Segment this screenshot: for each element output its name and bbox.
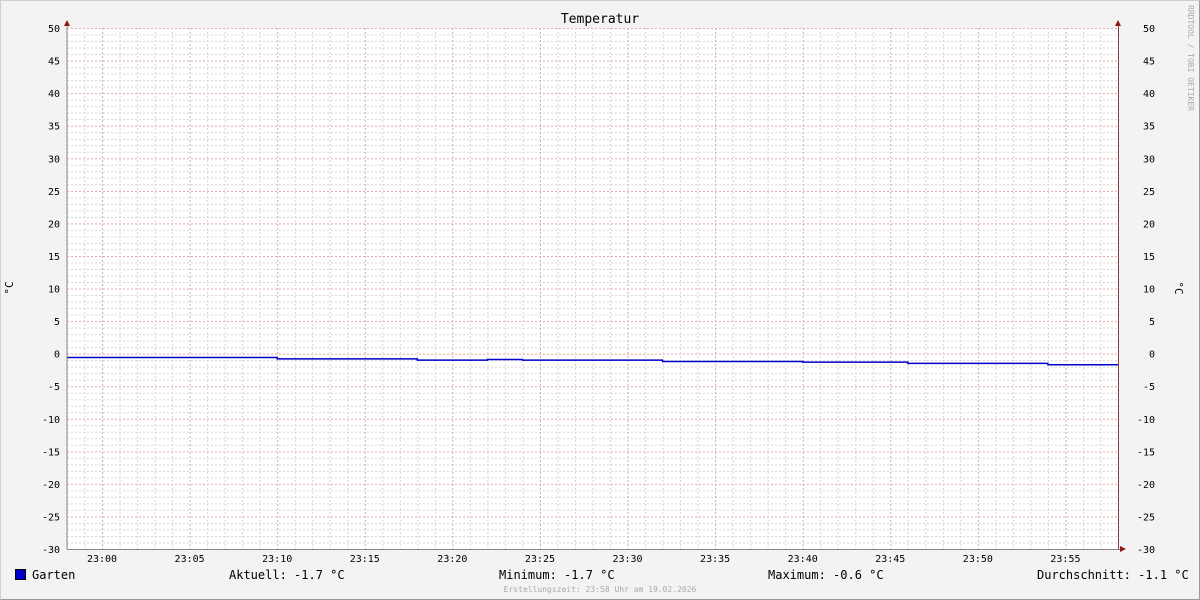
y-tick-label: 20 (1143, 219, 1155, 230)
y-tick-label: 15 (1143, 252, 1155, 263)
y-tick-label: 25 (1143, 187, 1155, 198)
y-tick-label: 15 (48, 252, 60, 263)
legend-current: Aktuell: -1.7 °C (229, 568, 345, 582)
y-tick-label: 45 (1143, 57, 1155, 68)
y-axis-right-arrow-icon (1115, 20, 1121, 26)
x-tick-label: 23:35 (700, 554, 730, 565)
y-tick-label: -10 (42, 415, 60, 426)
watermark: RRDTOOL / TOBI OETIKER (1186, 5, 1195, 111)
y-tick-label: -20 (42, 480, 60, 491)
x-tick-labels: 23:00 23:05 23:10 23:15 23:20 23:25 23:30 23:35… (87, 554, 1081, 565)
x-tick-label: 23:25 (525, 554, 555, 565)
legend-swatch (15, 569, 26, 580)
x-tick-label: 23:40 (788, 554, 818, 565)
y-tick-label: -5 (48, 382, 60, 393)
x-tick-label: 23:05 (175, 554, 205, 565)
y-tick-label: -30 (42, 545, 60, 556)
y-axis-arrow-icon (64, 20, 70, 26)
y-tick-label: 0 (1149, 350, 1155, 361)
legend-maximum: Maximum: -0.6 °C (768, 568, 884, 582)
x-axis-arrow-icon (1120, 546, 1126, 552)
x-tick-label: 23:50 (963, 554, 993, 565)
y-tick-label: 5 (54, 317, 60, 328)
x-tick-label: 23:30 (612, 554, 642, 565)
x-tick-label: 23:15 (350, 554, 380, 565)
x-tick-label: 23:10 (262, 554, 292, 565)
y-tick-label: -20 (1137, 480, 1155, 491)
y-tick-label: 25 (48, 187, 60, 198)
y-axis-label-right: °C (1172, 281, 1185, 294)
footer-timestamp: Erstellungszeit: 23:58 Uhr am 19.02.2026 (503, 585, 697, 594)
y-tick-label: -5 (1143, 382, 1155, 393)
y-tick-label: 40 (1143, 89, 1155, 100)
x-tick-label: 23:45 (875, 554, 905, 565)
y-tick-label: 45 (48, 57, 60, 68)
y-tick-label: -15 (42, 447, 60, 458)
y-tick-label: 35 (1143, 122, 1155, 133)
x-tick-label: 23:20 (437, 554, 467, 565)
legend-minimum: Minimum: -1.7 °C (499, 568, 615, 582)
y-tick-label: 20 (48, 219, 60, 230)
y-tick-label: 5 (1149, 317, 1155, 328)
x-tick-label: 23:55 (1050, 554, 1080, 565)
y-tick-label: -25 (1137, 512, 1155, 523)
y-tick-label: 30 (48, 154, 60, 165)
axes (64, 20, 1126, 552)
y-tick-label: 10 (48, 285, 60, 296)
legend-average: Durchschnitt: -1.1 °C (1037, 568, 1189, 582)
y-tick-label: 35 (48, 122, 60, 133)
series-line-garten (67, 356, 1118, 366)
series-garten (67, 356, 1118, 366)
chart-title: Temperatur (561, 12, 639, 27)
legend-series-name: Garten (32, 568, 76, 582)
y-tick-label: 50 (1143, 24, 1155, 35)
y-tick-label: -10 (1137, 415, 1155, 426)
y-tick-label: 50 (48, 24, 60, 35)
y-tick-label: 40 (48, 89, 60, 100)
y-tick-label: 0 (54, 350, 60, 361)
y-tick-label: -25 (42, 512, 60, 523)
y-tick-label: -30 (1137, 545, 1155, 556)
y-tick-label: 10 (1143, 285, 1155, 296)
y-axis-label-left: °C (3, 281, 16, 294)
x-tick-label: 23:00 (87, 554, 117, 565)
y-tick-label: -15 (1137, 447, 1155, 458)
y-tick-label: 30 (1143, 154, 1155, 165)
grid (67, 28, 1119, 550)
legend-series: Garten (15, 568, 75, 582)
